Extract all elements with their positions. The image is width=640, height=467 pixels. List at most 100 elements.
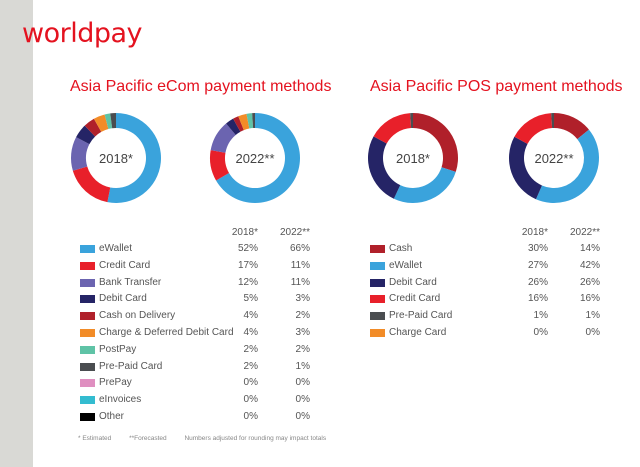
legend-row: Debit Card 26% 26% (370, 276, 610, 290)
data-label: 2% (295, 343, 310, 355)
legend-swatch (80, 245, 95, 253)
legend-label: eInvoices (99, 394, 142, 406)
donut-slice-credit-card (72, 166, 111, 203)
data-label: 17% (237, 259, 258, 271)
donut-slice-debit-card (368, 136, 401, 199)
legend-row: Charge & Deferred Debit Card 4% 3% (80, 326, 320, 340)
legend-swatch (80, 396, 95, 405)
legend-row: PrePay 0% 0% (80, 376, 320, 390)
data-label: 27% (527, 259, 548, 271)
legend-label: Pre-Paid Card (99, 360, 163, 372)
legend-swatch (80, 379, 95, 388)
donut-slice-pre-paid-card (252, 113, 255, 129)
donut-center-label: 2018* (99, 151, 133, 166)
donut-slice-cash-on-delivery (233, 116, 244, 132)
legend-row: Other 0% 0% (80, 410, 320, 424)
legend-label: eWallet (99, 243, 132, 254)
data-label: 26% (527, 276, 548, 288)
legend-swatch (370, 295, 385, 304)
legend-row: Charge Card 0% 0% (370, 326, 610, 340)
data-label: 16% (579, 293, 600, 305)
legend-swatch (80, 261, 95, 270)
data-label: 11% (290, 276, 310, 288)
column-header: 2018* (521, 227, 548, 238)
data-label: 16% (527, 293, 548, 305)
legend-label: Cash on Delivery (99, 310, 176, 322)
data-label: 2% (243, 360, 258, 372)
legend-row: Pre-Paid Card 2% 1% (80, 360, 320, 374)
donut-slice-ewallet (216, 113, 301, 203)
data-label: 2% (295, 310, 310, 322)
data-label: 14% (579, 243, 600, 254)
legend-label: Other (99, 411, 125, 422)
legend-label: PrePay (99, 377, 132, 389)
data-label: 30% (527, 243, 548, 254)
data-label: 66% (289, 243, 310, 254)
legend-swatch (370, 278, 385, 287)
data-label: 1% (533, 310, 548, 322)
legend-swatch (80, 312, 95, 321)
legend-row: Credit Card 17% 11% (80, 259, 320, 273)
legend-label: Debit Card (99, 293, 147, 305)
legend-swatch (370, 329, 385, 337)
ecom-title: Asia Pacific eCom payment methods (70, 78, 332, 95)
donut-slice-pre-paid-card (110, 113, 116, 129)
table-header: 2018* 2022** (80, 226, 320, 240)
data-label: 5% (243, 293, 258, 305)
donut-slice-cash (413, 113, 458, 172)
table-header: 2018* 2022** (370, 226, 610, 240)
data-label: 3% (295, 327, 310, 338)
legend-label: Charge Card (389, 327, 447, 338)
donut-slice-credit-card (210, 150, 230, 181)
donut-center-label: 2022** (235, 151, 274, 166)
donut-slice-cash-on-delivery (84, 118, 102, 137)
worldpay-logo: worldpay (22, 18, 143, 49)
column-header: 2022** (279, 227, 310, 238)
donut-slice-ewallet (535, 129, 599, 203)
data-label: 0% (243, 377, 258, 389)
donut-slice-credit-card (373, 113, 412, 144)
legend-swatch (80, 345, 95, 354)
donut-slice-debit-card (76, 125, 96, 145)
donut-slice-ewallet (107, 113, 161, 203)
donut-slice-charge-deferred-debit-card (238, 113, 250, 131)
pos-title: Asia Pacific POS payment methods (370, 78, 623, 95)
donut-center-label: 2018* (396, 151, 430, 166)
legend-row: Debit Card 5% 3% (80, 292, 320, 306)
data-label: 0% (585, 327, 600, 338)
donut-slice-bank-transfer (210, 123, 236, 153)
donut-slice-ewallet (393, 167, 456, 203)
legend-label: Cash (389, 243, 413, 254)
data-label: 1% (295, 360, 310, 372)
column-header: 2018* (231, 227, 258, 238)
legend-label: eWallet (389, 259, 422, 271)
donut-slice-cash (554, 113, 589, 140)
donut-slice-debit-card (226, 118, 241, 136)
footnotes: * Estimated **Forecasted Numbers adjuste… (78, 435, 342, 442)
footnote-estimated: * Estimated (78, 435, 112, 442)
legend-label: PostPay (99, 343, 137, 355)
donut-slice-postpay (104, 113, 113, 129)
footnote-rounding: Numbers adjusted for rounding may impact… (184, 435, 327, 442)
data-label: 0% (295, 411, 310, 422)
data-label: 4% (243, 310, 258, 322)
donut-center-label: 2022** (534, 151, 573, 166)
legend-row: eInvoices 0% 0% (80, 393, 320, 407)
legend-swatch (370, 312, 385, 321)
legend-swatch (80, 295, 95, 304)
data-label: 0% (295, 394, 310, 406)
donut-slice-credit-card (514, 113, 553, 144)
legend-swatch (80, 278, 95, 287)
data-label: 0% (295, 377, 310, 389)
legend-row: eWallet 52% 66% (80, 242, 320, 256)
legend-row: Cash 30% 14% (370, 242, 610, 256)
legend-label: Bank Transfer (99, 276, 162, 288)
data-label: 1% (585, 310, 600, 322)
legend-row: Pre-Paid Card 1% 1% (370, 309, 610, 323)
side-stripe (0, 0, 33, 467)
legend-swatch (370, 261, 385, 270)
donut-slice-pre-paid-card (410, 113, 413, 129)
data-label: 0% (243, 411, 258, 422)
data-label: 11% (290, 259, 310, 271)
legend-row: eWallet 27% 42% (370, 259, 610, 273)
